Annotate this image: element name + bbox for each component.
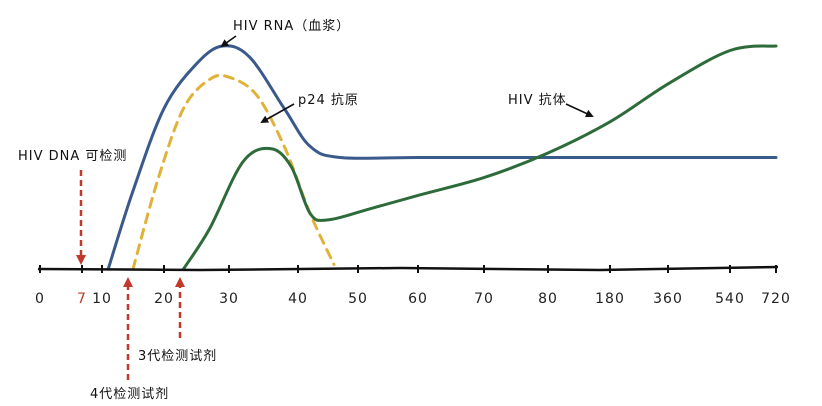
series-label-hiv-rna: HIV RNA（血浆） xyxy=(233,19,350,34)
x-tick-label: 540 xyxy=(715,291,745,307)
x-tick-label: 70 xyxy=(474,291,494,307)
series-label-hiv-antibody: HIV 抗体 xyxy=(508,93,567,108)
x-tick-label: 80 xyxy=(538,291,558,307)
series-label-hiv-rna-arrow xyxy=(220,35,237,48)
x-tick-label: 30 xyxy=(219,291,239,307)
series-line-hiv-antibody xyxy=(182,44,778,271)
x-tick-label: 10 xyxy=(92,291,112,307)
series-label-p24-antigen: p24 抗原 xyxy=(298,93,359,108)
x-tick-label: 50 xyxy=(348,291,368,307)
annotation-4th-gen-test: 4代检测试剂 xyxy=(90,387,169,402)
series-label-p24-antigen-arrow xyxy=(260,103,295,123)
x-tick-label: 20 xyxy=(154,291,174,307)
x-tick-label: 0 xyxy=(35,291,45,307)
annotation-3rd-gen-test: 3代检测试剂 xyxy=(138,349,217,364)
series-label-hiv-antibody-arrow xyxy=(565,103,594,118)
annotation-hiv-dna-detectable: HIV DNA 可检测 xyxy=(18,149,127,164)
x-tick-label: 360 xyxy=(653,291,683,307)
x-tick-label: 40 xyxy=(288,291,308,307)
x-tick-label: 180 xyxy=(595,291,625,307)
x-axis-line xyxy=(37,265,779,272)
x-tick-label: 60 xyxy=(408,291,428,307)
x-tick-label: 720 xyxy=(761,291,791,307)
x-tick-label: 7 xyxy=(77,291,87,307)
series-line-hiv-rna xyxy=(106,44,778,271)
